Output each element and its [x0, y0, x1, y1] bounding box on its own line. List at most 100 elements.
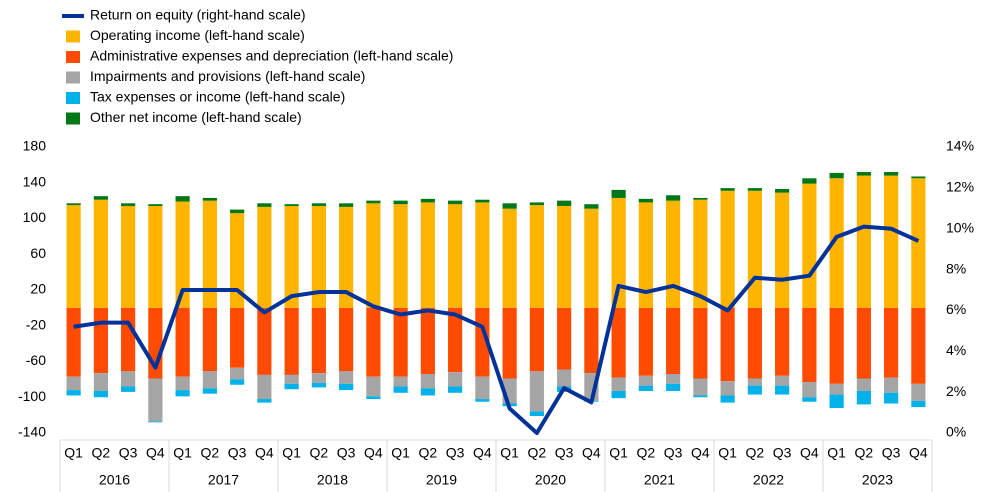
- bar-segment: [557, 369, 572, 387]
- bar-segment: [856, 172, 871, 176]
- legend-label: Return on equity (right-hand scale): [90, 7, 306, 23]
- bar-segment: [448, 200, 463, 205]
- bar-segment: [829, 172, 844, 179]
- bar-segment: [202, 388, 217, 394]
- bar-segment: [311, 307, 326, 374]
- bar-segment: [720, 188, 735, 191]
- x-tick-label: Q3: [882, 445, 901, 461]
- bar-segment: [557, 307, 572, 370]
- bar-segment: [829, 383, 844, 395]
- bar-segment: [175, 196, 190, 202]
- legend-swatch: [66, 92, 80, 104]
- bar-segment: [693, 199, 708, 308]
- x-tick-label: Q3: [228, 445, 247, 461]
- bar-segment: [856, 175, 871, 308]
- bar-segment: [638, 375, 653, 386]
- y-tick-label: -60: [26, 352, 46, 368]
- x-tick-label: Q1: [282, 445, 301, 461]
- x-tick-label: Q1: [827, 445, 846, 461]
- bar-segment: [802, 382, 817, 398]
- bar-segment: [284, 307, 299, 375]
- bar-segment: [257, 399, 272, 403]
- bar-segment: [557, 205, 572, 308]
- bar-segment: [529, 202, 544, 206]
- legend-label: Operating income (left-hand scale): [90, 27, 305, 43]
- bar-segment: [148, 378, 163, 422]
- y-tick-label: 20: [30, 281, 46, 297]
- x-group-label: 2019: [426, 472, 457, 488]
- bar-segment: [366, 396, 381, 400]
- bar-segment: [420, 198, 435, 203]
- bar-segment: [775, 385, 790, 395]
- x-tick-label: Q2: [528, 445, 547, 461]
- bar-segment: [202, 307, 217, 372]
- bar-segment: [66, 376, 81, 391]
- bar-segment: [121, 307, 136, 372]
- bar-segment: [638, 198, 653, 203]
- bar-segment: [93, 373, 108, 391]
- bar-segment: [230, 379, 245, 385]
- bar-segment: [311, 203, 326, 206]
- y-tick-label: 60: [30, 245, 46, 261]
- x-group-label: 2020: [535, 472, 566, 488]
- x-tick-label: Q2: [746, 445, 765, 461]
- bar-segment: [584, 307, 599, 374]
- bar-segment: [911, 176, 926, 179]
- bar-segment: [775, 189, 790, 193]
- bar-segment: [611, 377, 626, 391]
- x-tick-label: Q1: [173, 445, 192, 461]
- bar-segment: [202, 197, 217, 201]
- bar-segment: [802, 397, 817, 402]
- x-tick-label: Q2: [637, 445, 656, 461]
- bar-segment: [666, 307, 681, 375]
- bar-segment: [829, 307, 844, 384]
- bar-segment: [257, 374, 272, 400]
- x-group-label: 2017: [208, 472, 239, 488]
- x-tick-label: Q1: [718, 445, 737, 461]
- y2-tick-label: 6%: [946, 301, 966, 317]
- bar-segment: [148, 205, 163, 308]
- bar-segment: [693, 307, 708, 379]
- legend-label: Other net income (left-hand scale): [90, 109, 302, 125]
- y2-tick-label: 10%: [946, 219, 974, 235]
- x-tick-label: Q3: [119, 445, 138, 461]
- bar-segment: [311, 382, 326, 388]
- bar-segment: [420, 307, 435, 375]
- y-tick-label: 100: [23, 209, 47, 225]
- bar-segment: [448, 372, 463, 387]
- bar-segment: [121, 203, 136, 206]
- bar-segment: [311, 373, 326, 383]
- x-tick-label: Q1: [500, 445, 519, 461]
- bar-segment: [611, 189, 626, 198]
- x-tick-label: Q3: [664, 445, 683, 461]
- bar-segment: [366, 307, 381, 377]
- bar-segment: [666, 200, 681, 308]
- bar-segment: [66, 307, 81, 377]
- y2-tick-label: 0%: [946, 424, 966, 440]
- bar-segment: [720, 307, 735, 382]
- bar-segment: [448, 204, 463, 308]
- bar-segment: [66, 205, 81, 308]
- bar-segment: [747, 378, 762, 386]
- y2-tick-label: 4%: [946, 342, 966, 358]
- x-tick-label: Q4: [364, 445, 383, 461]
- x-tick-label: Q2: [855, 445, 874, 461]
- bar-segment: [148, 204, 163, 206]
- bar-segment: [93, 199, 108, 308]
- bar-segment: [175, 390, 190, 397]
- bar-segment: [230, 213, 245, 308]
- bar-segment: [529, 371, 544, 412]
- y-tick-label: 140: [23, 173, 47, 189]
- bar-segment: [475, 376, 490, 400]
- x-tick-label: Q3: [337, 445, 356, 461]
- bar-segment: [502, 307, 517, 379]
- bar-segment: [175, 376, 190, 391]
- x-group-label: 2018: [317, 472, 348, 488]
- bar-segment: [693, 197, 708, 200]
- x-tick-label: Q2: [92, 445, 111, 461]
- bar-segment: [475, 202, 490, 308]
- y-tick-label: -140: [18, 424, 46, 440]
- x-tick-label: Q3: [773, 445, 792, 461]
- bar-segment: [257, 203, 272, 207]
- bar-segment: [911, 178, 926, 308]
